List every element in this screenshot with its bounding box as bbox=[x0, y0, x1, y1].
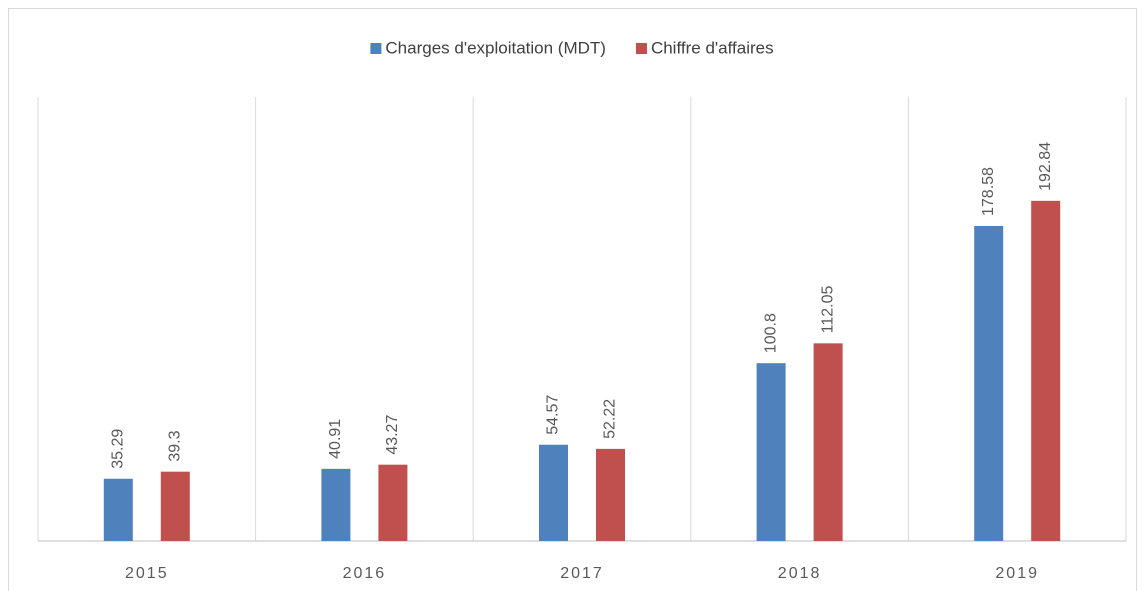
data-label: 54.57 bbox=[545, 395, 562, 435]
bar bbox=[539, 444, 568, 541]
data-label: 192.84 bbox=[1037, 142, 1054, 191]
data-label: 43.27 bbox=[384, 415, 401, 455]
bar bbox=[813, 343, 843, 541]
data-label: 35.29 bbox=[110, 429, 127, 469]
data-label: 40.91 bbox=[327, 419, 344, 459]
bar bbox=[1031, 200, 1061, 541]
legend-label: Chiffre d'affaires bbox=[651, 38, 774, 57]
x-tick-label: 2017 bbox=[560, 565, 604, 582]
legend-label: Charges d'exploitation (MDT) bbox=[385, 38, 606, 57]
x-tick-label: 2016 bbox=[343, 565, 387, 582]
legend-swatch bbox=[635, 43, 647, 54]
data-label: 52.22 bbox=[602, 399, 619, 439]
x-tick-label: 2018 bbox=[778, 565, 822, 582]
data-label: 100.8 bbox=[762, 313, 779, 353]
x-tick-label: 2019 bbox=[995, 565, 1039, 582]
bar bbox=[160, 471, 190, 541]
data-label: 112.05 bbox=[819, 285, 836, 333]
bar bbox=[974, 225, 1004, 542]
chart-frame bbox=[8, 8, 1137, 591]
bar bbox=[596, 448, 625, 541]
x-tick-label: 2015 bbox=[125, 565, 169, 582]
bar bbox=[756, 363, 786, 541]
data-label: 178.58 bbox=[980, 167, 997, 216]
bar bbox=[378, 464, 408, 541]
bar bbox=[103, 478, 133, 541]
legend-swatch bbox=[370, 43, 382, 54]
data-label: 39.3 bbox=[167, 430, 184, 461]
bar bbox=[321, 468, 351, 541]
